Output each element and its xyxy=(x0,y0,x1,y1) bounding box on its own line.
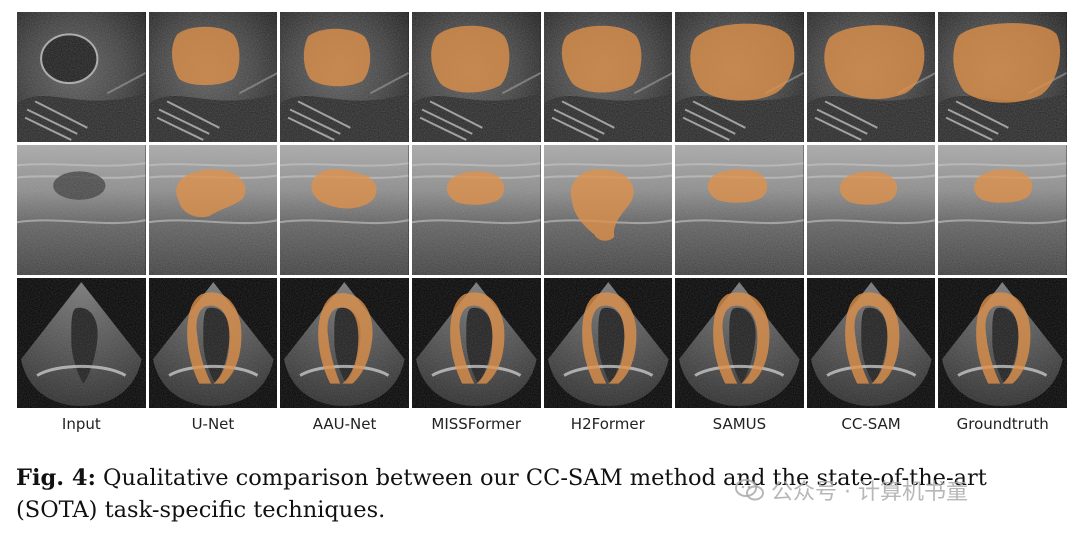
segmentation-mask xyxy=(304,28,371,87)
image-breast-lesion-h2former xyxy=(543,145,673,275)
segmentation-mask xyxy=(450,292,505,384)
image-cardiac-input xyxy=(17,278,146,408)
watermark: 公众号 · 计算机书童 xyxy=(735,474,968,506)
column-label-h2former: H2Former xyxy=(570,415,645,433)
figure-grid xyxy=(17,12,1067,408)
segmentation-mask xyxy=(976,292,1031,384)
segmentation-mask xyxy=(561,25,641,93)
image-liver-ccsam xyxy=(806,12,936,142)
image-cardiac-h2former xyxy=(543,278,673,408)
watermark-text: 公众号 · 计算机书童 xyxy=(771,480,968,505)
segmentation-mask xyxy=(844,292,900,384)
image-breast-lesion-unet xyxy=(148,145,278,275)
image-liver-unet xyxy=(148,12,278,142)
image-breast-lesion-aaunet xyxy=(280,145,409,275)
column-label-ccsam: CC-SAM xyxy=(841,415,901,433)
image-liver-h2former xyxy=(543,12,673,142)
column-label-input: Input xyxy=(61,415,101,433)
image-cardiac-groundtruth xyxy=(938,278,1067,408)
segmentation-mask xyxy=(431,25,510,93)
image-breast-lesion-missformer xyxy=(411,145,541,275)
column-label-aaunet: AAU-Net xyxy=(312,415,377,433)
wechat-icon xyxy=(735,479,764,501)
image-breast-lesion-ccsam xyxy=(806,145,936,275)
image-breast-lesion-input xyxy=(17,145,146,275)
image-liver-groundtruth xyxy=(938,12,1067,142)
image-cardiac-samus xyxy=(675,278,804,408)
segmentation-mask xyxy=(824,25,925,100)
segmentation-mask xyxy=(839,171,897,205)
column-label-groundtruth: Groundtruth xyxy=(956,415,1049,433)
segmentation-mask xyxy=(570,169,634,241)
image-cardiac-missformer xyxy=(411,278,541,408)
segmentation-mask xyxy=(713,292,770,384)
image-breast-lesion-samus xyxy=(675,145,804,275)
figure-caption-label: Fig. 4: xyxy=(16,465,96,491)
image-liver-missformer xyxy=(411,12,541,142)
segmentation-mask xyxy=(186,292,242,384)
segmentation-mask xyxy=(311,169,377,209)
segmentation-mask xyxy=(171,26,240,86)
image-breast-lesion-groundtruth xyxy=(938,145,1067,275)
image-liver-aaunet xyxy=(280,12,409,142)
figure-caption-text: Qualitative comparison between our CC-SA… xyxy=(16,465,987,523)
column-label-missformer: MISSFormer xyxy=(431,415,521,433)
image-liver-input xyxy=(17,12,146,142)
image-cardiac-unet xyxy=(148,278,278,408)
segmentation-mask xyxy=(318,293,373,384)
image-cardiac-ccsam xyxy=(806,278,936,408)
segmentation-mask xyxy=(953,23,1061,103)
segmentation-mask xyxy=(707,169,768,203)
figure-caption: Fig. 4: Qualitative comparison between o… xyxy=(16,462,1070,526)
image-liver-samus xyxy=(675,12,804,142)
segmentation-mask xyxy=(974,169,1033,203)
segmentation-mask xyxy=(446,171,505,205)
column-label-unet: U-Net xyxy=(191,415,235,433)
segmentation-mask xyxy=(690,23,795,101)
column-labels: Input U-Net AAU-Net MISSFormer H2Former … xyxy=(17,412,1067,436)
segmentation-mask xyxy=(175,169,246,218)
segmentation-mask xyxy=(581,292,636,384)
image-cardiac-aaunet xyxy=(280,278,409,408)
column-label-samus: SAMUS xyxy=(712,415,767,433)
